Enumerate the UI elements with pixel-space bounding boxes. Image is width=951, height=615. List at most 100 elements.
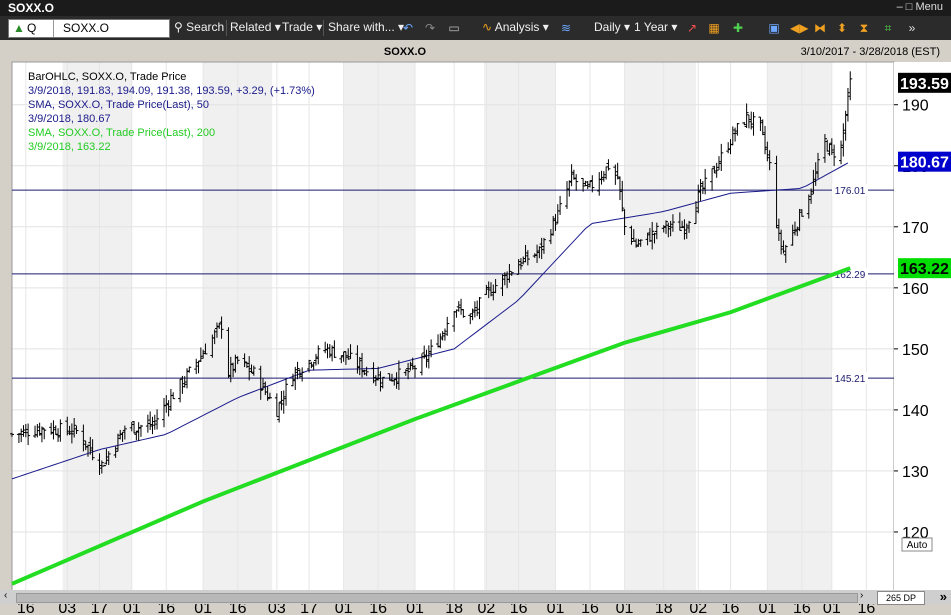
ohlc-bar — [742, 121, 747, 126]
ohlc-bar — [115, 433, 120, 452]
horizontal-scrollbar[interactable]: ‹ › — [0, 590, 951, 604]
ohlc-bar — [203, 343, 208, 355]
sma-200-line — [11, 266, 851, 586]
ohlc-bar — [244, 361, 249, 368]
month-band — [624, 62, 696, 593]
analysis-menu[interactable]: ∿ Analysis ▾ — [482, 20, 549, 34]
line-chart-icon[interactable]: ↗ — [686, 21, 698, 35]
ohlc-bar — [461, 309, 466, 318]
ohlc-bar — [231, 362, 236, 378]
ohlc-bar — [357, 356, 362, 376]
ohlc-bar — [201, 349, 206, 359]
expand-icon[interactable]: ⬍ — [836, 21, 848, 35]
ohlc-bar — [843, 110, 848, 141]
ohlc-bar — [585, 180, 590, 190]
ohlc-bar — [712, 165, 717, 174]
ohlc-bar — [518, 258, 523, 270]
ohlc-bar — [680, 220, 685, 229]
ohlc-bar — [364, 366, 369, 377]
auto-scale-label[interactable]: Auto — [907, 540, 928, 551]
ohlc-bar — [525, 250, 530, 266]
ohlc-bar — [99, 460, 104, 474]
ohlc-bar — [311, 361, 316, 371]
ohlc-bar — [129, 421, 134, 432]
ohlc-bar — [373, 375, 378, 386]
auto-scale-box[interactable] — [901, 537, 933, 552]
data-points-box[interactable]: 265 DP — [877, 591, 925, 605]
ohlc-bar — [74, 425, 79, 435]
ohlc-bar — [822, 134, 827, 163]
symbol-box[interactable]: ▲ Q SOXX.O — [8, 19, 170, 38]
ohlc-bar — [419, 353, 424, 376]
ohlc-bar — [816, 152, 821, 179]
scroll-end-icon[interactable]: » — [939, 589, 947, 604]
ohlc-bar — [571, 169, 576, 180]
ohlc-bar — [551, 216, 556, 236]
window-icon[interactable]: ▣ — [768, 21, 780, 35]
search-button[interactable]: ⚲ Search — [174, 20, 224, 34]
ohlc-bar — [765, 141, 770, 162]
share-menu[interactable]: Share with... ▾ — [328, 20, 405, 34]
more-icon[interactable]: » — [908, 21, 916, 35]
ohlc-bar — [825, 139, 830, 152]
crosshair-icon[interactable]: ✚ — [732, 21, 744, 35]
ohlc-bar — [500, 274, 505, 297]
ohlc-bar — [118, 429, 123, 440]
candle-chart-icon[interactable]: ▦ — [708, 21, 720, 35]
folder-icon[interactable]: ▭ — [448, 21, 460, 35]
ohlc-bar — [650, 221, 655, 250]
analysis-icon: ∿ — [482, 20, 493, 34]
ohlc-bar — [758, 116, 763, 132]
ohlc-bar — [629, 225, 634, 245]
scroll-right-arrow-icon[interactable]: › — [860, 590, 864, 601]
ohlc-bar — [684, 223, 689, 239]
ohlc-bars — [10, 71, 853, 475]
ohlc-bar — [813, 162, 818, 186]
ohlc-bar — [726, 142, 731, 154]
search-icon: ⚲ — [174, 20, 183, 34]
related-menu[interactable]: Related ▾ — [230, 20, 281, 34]
range-menu[interactable]: 1 Year ▾ — [634, 20, 678, 34]
month-band — [62, 62, 132, 593]
ohlc-bar — [693, 201, 698, 225]
scroll-left-icon[interactable]: ◀▶ — [790, 21, 809, 35]
ohlc-bar — [569, 164, 574, 187]
ohlc-bar — [636, 238, 641, 247]
ohlc-bar — [323, 341, 328, 354]
scroll-left-arrow-icon[interactable]: ‹ — [4, 590, 8, 601]
zoom-icon[interactable]: ⧓ — [814, 21, 826, 35]
hourglass-icon[interactable]: ⧗ — [859, 21, 869, 35]
redo-icon[interactable]: ↷ — [424, 21, 436, 35]
ohlc-bar — [617, 176, 622, 201]
ohlc-bar — [212, 329, 217, 345]
scroll-thumb[interactable] — [16, 593, 858, 603]
studies-icon[interactable]: ≋ — [560, 21, 572, 35]
draw-icon[interactable]: ⌗ — [884, 21, 892, 35]
legend-line: 3/9/2018, 180.67 — [28, 113, 111, 125]
minimize-icon[interactable]: – — [896, 1, 903, 13]
ohlc-bar — [49, 422, 54, 435]
menu-label[interactable]: Menu — [915, 1, 943, 13]
last-value-tag-label: 193.59 — [900, 76, 949, 93]
ohlc-bar — [516, 259, 521, 275]
window-controls[interactable]: – □ Menu — [897, 1, 943, 13]
ohlc-bar — [219, 316, 224, 339]
undo-icon[interactable]: ↶ — [402, 21, 414, 35]
ohlc-bar — [710, 168, 715, 191]
restore-icon[interactable]: □ — [905, 1, 913, 13]
ohlc-bar — [848, 71, 853, 101]
sma-200-path — [11, 266, 851, 586]
ohlc-bar — [217, 323, 222, 329]
ohlc-bar — [677, 212, 682, 231]
symbol-type[interactable]: Q — [27, 21, 37, 35]
up-arrow-icon: ▲ — [13, 21, 25, 35]
sma-50-line — [11, 162, 849, 480]
ohlc-bar — [454, 309, 459, 318]
ohlc-bar — [426, 345, 431, 369]
symbol-input[interactable]: SOXX.O — [63, 21, 110, 35]
reference-lines: 176.01 162.29 145.21 — [12, 184, 894, 385]
interval-menu[interactable]: Daily ▾ — [594, 20, 631, 34]
ohlc-bar — [362, 369, 367, 376]
trade-menu[interactable]: Trade ▾ — [282, 20, 323, 34]
